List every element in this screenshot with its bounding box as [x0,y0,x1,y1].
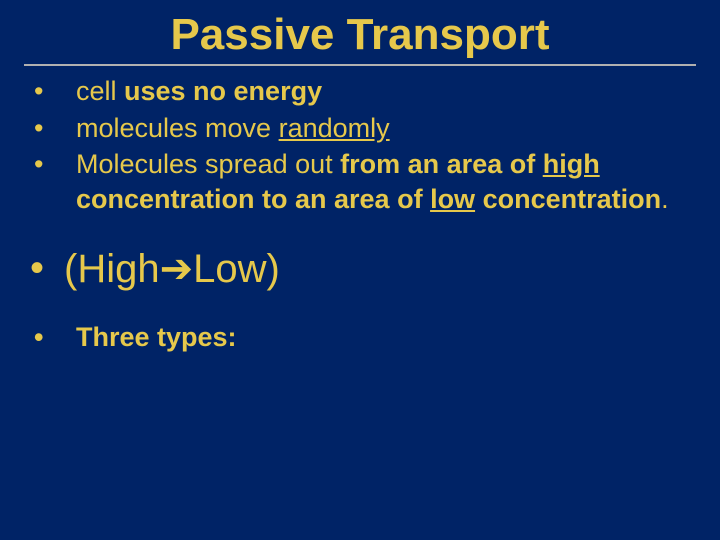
text-run: . [661,184,669,214]
text-bold-underline: low [430,184,475,214]
bullet-list-c: • Three types: [24,322,696,353]
text-bold: concentration to an area of [76,184,430,214]
bullet-text: Molecules spread out from an area of hig… [76,147,696,216]
bullet-text: cell uses no energy [76,74,696,109]
list-item: • molecules move randomly [24,111,696,146]
text-bold-underline: high [543,149,600,179]
bullet-list-b: • (High➔Low) [24,246,696,292]
list-item: • cell uses no energy [24,74,696,109]
text-bold: concentration [475,184,661,214]
bullet-marker: • [24,246,64,292]
text-run: cell [76,76,124,106]
bullet-marker: • [24,111,76,146]
bullet-list-a: • cell uses no energy • molecules move r… [24,74,696,216]
bullet-marker: • [24,74,76,109]
list-item: • Molecules spread out from an area of h… [24,147,696,216]
bullet-text: (High➔Low) [64,246,280,292]
list-item: • Three types: [24,322,696,353]
bullet-text: molecules move randomly [76,111,696,146]
text-bold: uses no energy [124,76,322,106]
text-run: Molecules spread out [76,149,340,179]
bullet-marker: • [24,147,76,216]
text-run: molecules move [76,113,279,143]
bullet-text: Three types: [76,322,237,353]
text-bold: from an area of [340,149,543,179]
list-item: • (High➔Low) [24,246,696,292]
bullet-marker: • [24,322,76,353]
text-underline: randomly [279,113,390,143]
slide-title: Passive Transport [24,10,696,66]
